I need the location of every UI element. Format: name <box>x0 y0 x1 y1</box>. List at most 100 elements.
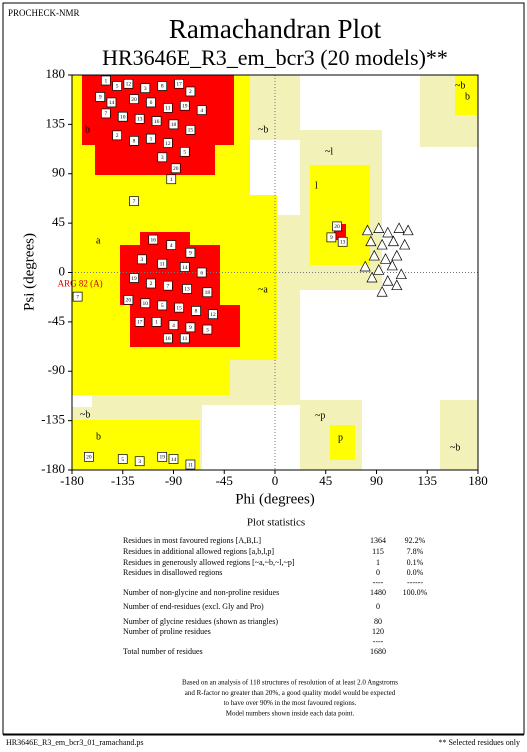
model-number: 9 <box>189 325 192 331</box>
model-number: 5 <box>121 457 124 463</box>
residue-point <box>140 298 151 309</box>
x-tick-label: -180 <box>60 473 84 488</box>
residue-point <box>129 273 139 283</box>
stat-count: 0 <box>376 568 380 577</box>
glycine-point <box>373 222 385 233</box>
statistics-title: Plot statistics <box>247 517 305 529</box>
x-tick-label: -90 <box>165 473 182 488</box>
residue-point <box>157 81 168 91</box>
y-tick-label: -135 <box>41 412 65 427</box>
glycine-point <box>366 271 378 283</box>
residue-point <box>140 83 151 94</box>
model-number: 1 <box>104 78 107 84</box>
residue-point <box>179 100 190 111</box>
residue-point <box>112 81 122 91</box>
model-number: 18 <box>205 290 211 296</box>
glycine-point <box>399 238 411 250</box>
residue-point <box>332 221 342 232</box>
x-tick-label: 45 <box>319 473 332 488</box>
residue-point <box>123 295 134 305</box>
stat-count: ---- <box>373 578 384 587</box>
model-number: 13 <box>340 240 346 246</box>
residue-point <box>185 247 196 258</box>
residue-point <box>151 317 162 327</box>
model-number: 8 <box>133 139 136 145</box>
model-number: 19 <box>131 276 137 282</box>
residue-point <box>146 133 156 144</box>
note-line: Based on an analysis of 118 structures o… <box>182 679 398 687</box>
model-number: 3 <box>144 86 147 92</box>
residue-point <box>134 456 145 467</box>
residue-point <box>100 108 111 119</box>
model-number: 16 <box>165 336 171 342</box>
stat-label: Number of glycine residues (shown as tri… <box>123 617 278 626</box>
model-number: 1 <box>150 136 153 142</box>
residue-point <box>202 324 213 335</box>
stat-label: Number of end-residues (excl. Gly and Pr… <box>123 602 264 611</box>
region-label: ~p <box>315 410 325 421</box>
residue-point <box>168 320 179 331</box>
model-number: 17 <box>137 320 143 326</box>
model-number: 14 <box>171 457 177 463</box>
x-tick-label: -135 <box>111 473 135 488</box>
residue-point <box>185 86 196 97</box>
model-number: 13 <box>137 117 143 123</box>
residue-point <box>168 454 179 464</box>
model-number: 6 <box>150 100 153 106</box>
residue-point <box>146 97 156 108</box>
model-number: 7 <box>133 199 136 205</box>
stat-percent: 92.2% <box>405 536 426 545</box>
residue-point <box>72 291 83 302</box>
model-number: 2 <box>150 281 153 287</box>
residue-point <box>123 78 134 89</box>
y-tick-label: 45 <box>52 214 65 229</box>
residue-point <box>163 138 173 148</box>
model-number: 7 <box>76 294 79 300</box>
model-number: 8 <box>195 309 198 315</box>
footer-note: ** Selected residues only <box>438 738 520 747</box>
glycine-point <box>402 224 414 236</box>
model-number: 20 <box>131 97 137 103</box>
residue-point <box>129 94 139 104</box>
residue-point <box>157 300 168 311</box>
residue-point <box>151 116 162 126</box>
statistics-notes: Based on an analysis of 118 structures o… <box>182 679 398 718</box>
model-number: 12 <box>210 312 216 318</box>
residue-point <box>191 306 201 316</box>
residue-point <box>196 267 207 278</box>
model-number: 14 <box>109 100 115 106</box>
note-line: Model numbers shown inside each data poi… <box>226 710 355 718</box>
statistics-table: Residues in most favoured regions [A,B,L… <box>123 536 428 656</box>
model-number: 20 <box>334 224 340 230</box>
glycine-point <box>373 264 385 275</box>
model-number: 20 <box>86 455 92 461</box>
x-tick-label: 90 <box>370 473 383 488</box>
region-label: b <box>465 91 470 102</box>
glycine-point <box>361 224 374 236</box>
residue-point <box>174 302 184 313</box>
region-label: b <box>85 124 90 135</box>
residue-point <box>134 114 145 124</box>
model-number: 3 <box>138 459 141 465</box>
stat-label: Number of non-glycine and non-proline re… <box>123 588 279 597</box>
residue-point <box>170 163 181 174</box>
chart-subtitle: HR3646E_R3_em_bcr3 (20 models)** <box>102 45 448 70</box>
residue-point <box>202 287 213 298</box>
residue-point <box>179 262 190 272</box>
residue-point <box>117 454 128 464</box>
residue-point <box>326 232 337 243</box>
glycine-point <box>359 260 371 272</box>
stat-count: 1480 <box>370 588 386 597</box>
model-number: 19 <box>159 455 165 461</box>
residue-point <box>137 254 147 265</box>
glycine-point <box>368 249 380 261</box>
residue-point <box>174 78 184 89</box>
stat-label: Residues in most favoured regions [A,B,L… <box>123 536 261 545</box>
region-label: ~a <box>258 284 268 295</box>
residue-point <box>179 333 190 344</box>
model-number: 11 <box>160 261 166 267</box>
glycine-point <box>379 253 392 264</box>
note-line: and R-factor no greater than 20%, a good… <box>185 689 396 697</box>
